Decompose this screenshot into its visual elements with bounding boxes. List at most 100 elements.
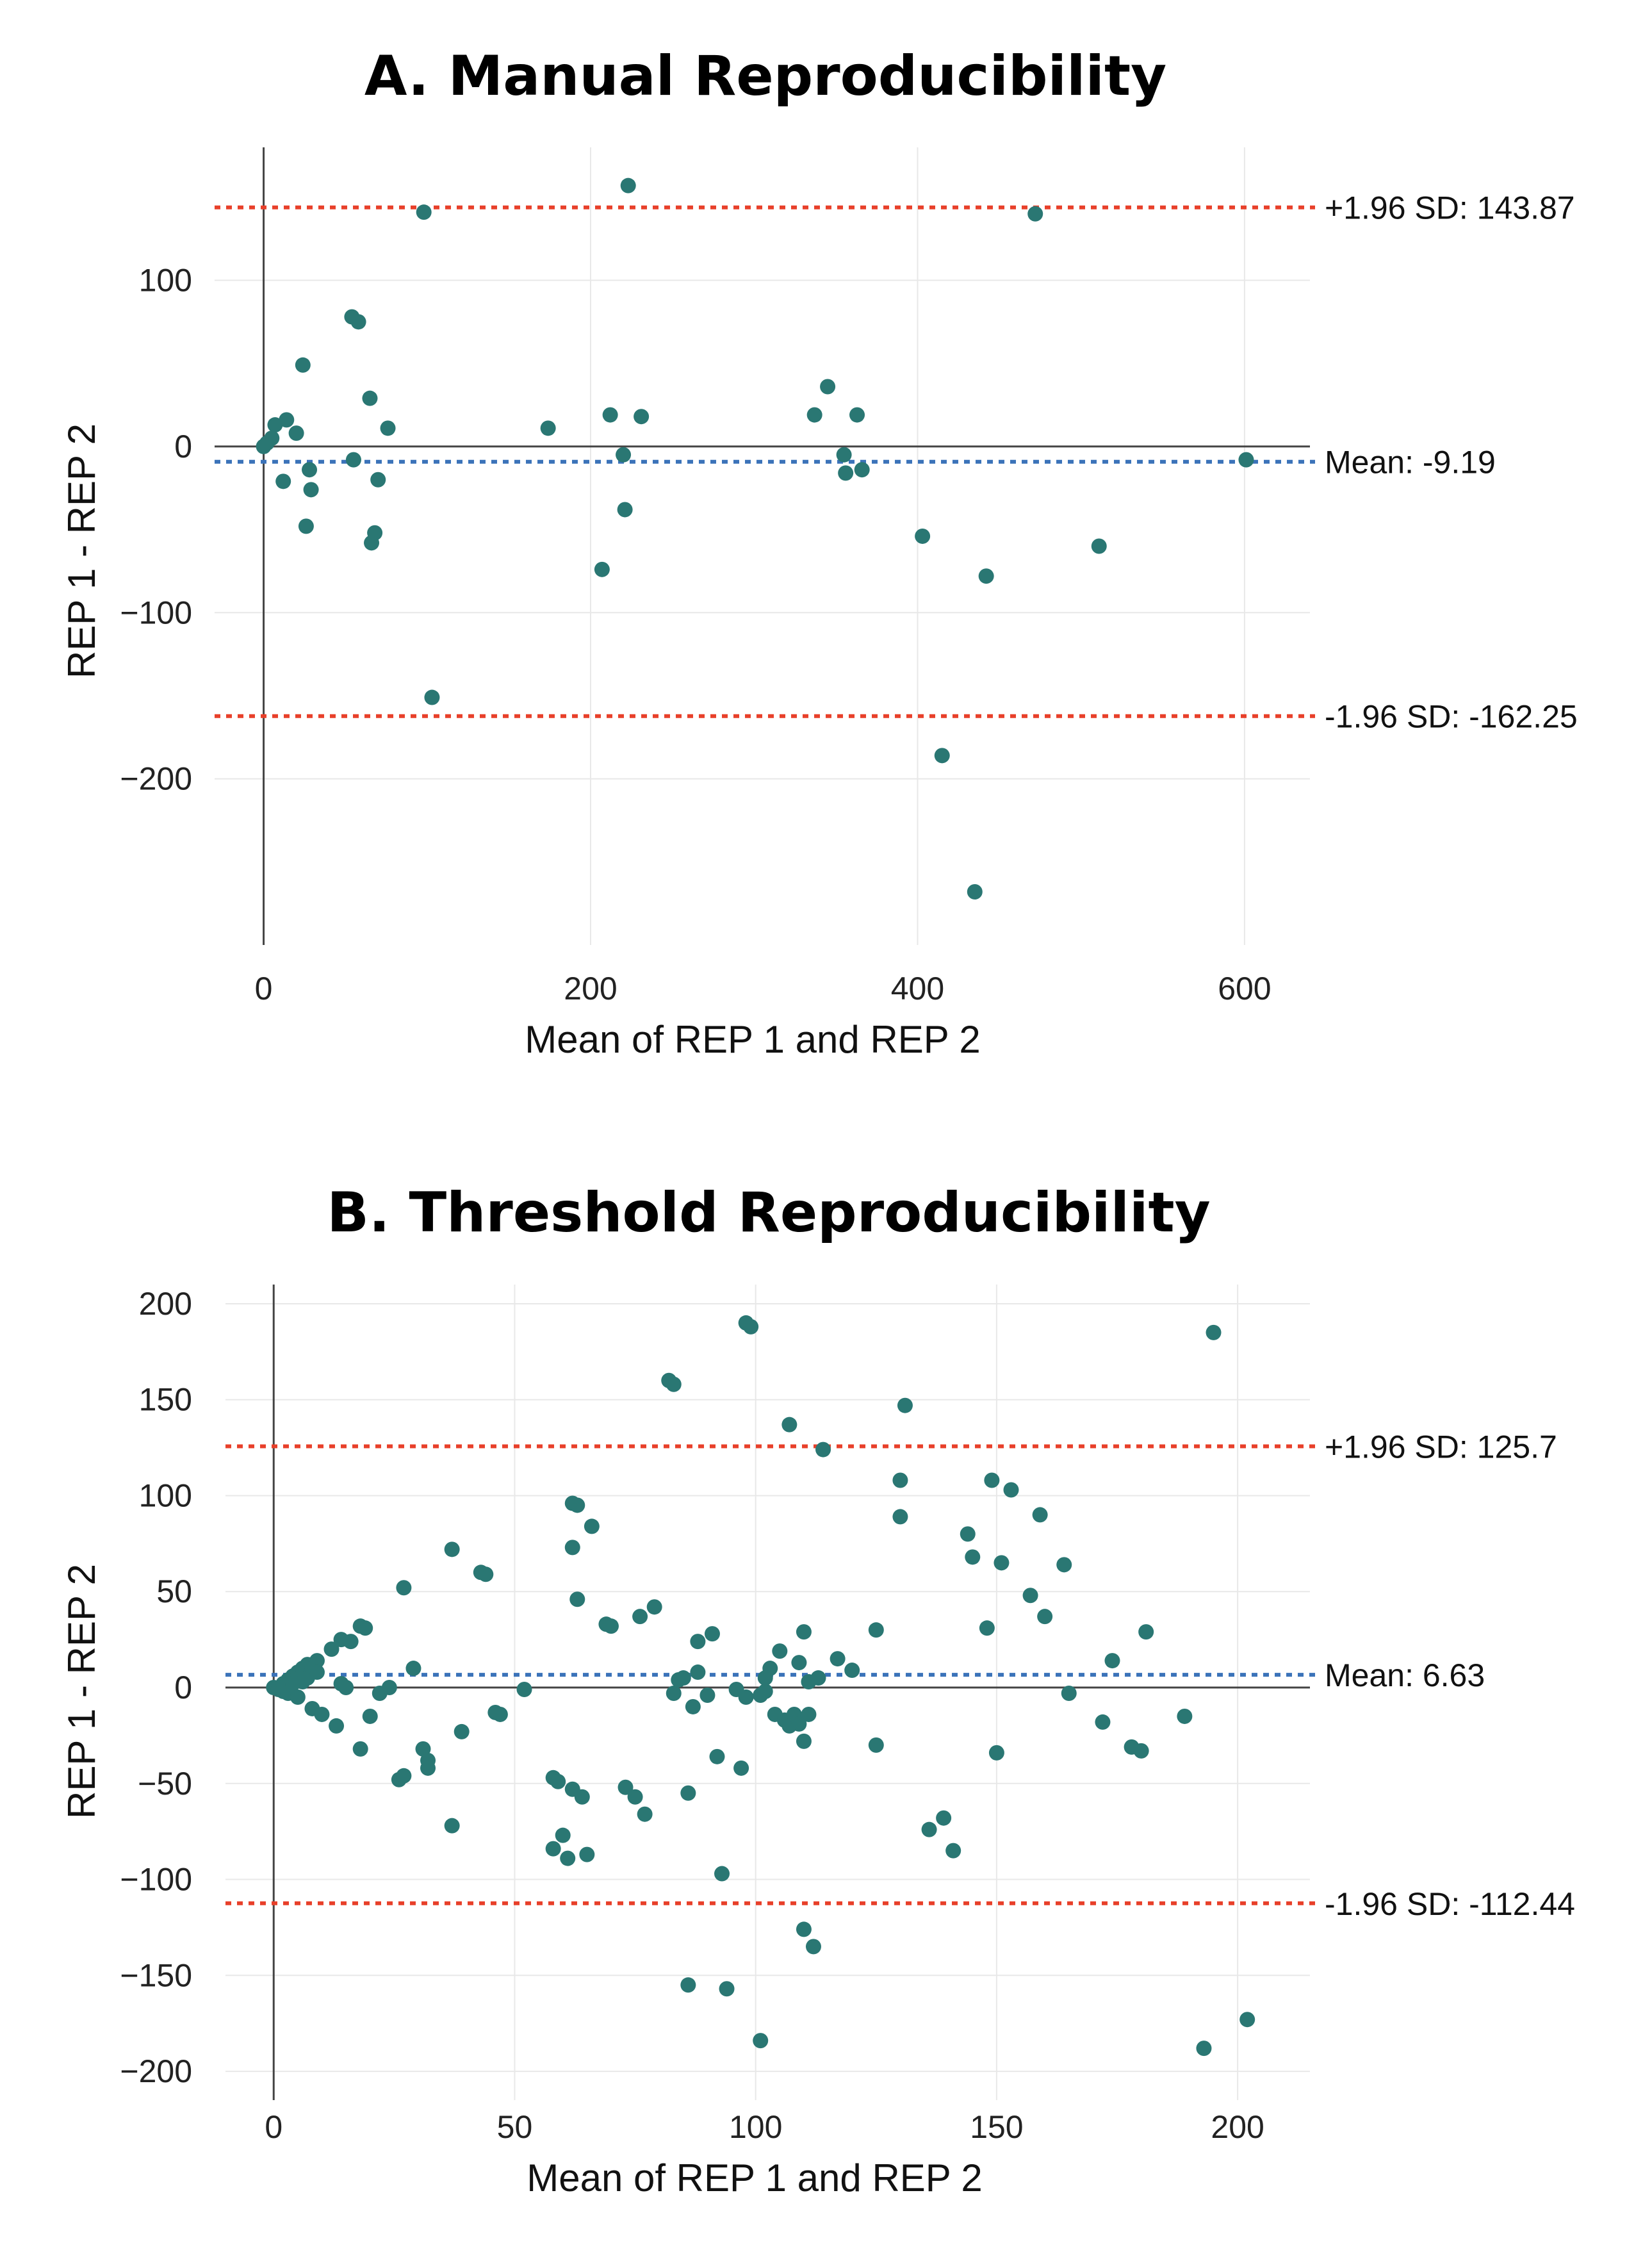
data-point	[762, 1661, 778, 1677]
data-point	[540, 420, 556, 436]
zero-axes	[215, 147, 1310, 945]
data-point	[1003, 1482, 1019, 1498]
data-point	[323, 1641, 339, 1657]
data-point	[478, 1566, 494, 1582]
data-point	[620, 177, 636, 193]
x-tick-label: 0	[265, 2109, 282, 2145]
data-point	[444, 1818, 460, 1834]
data-point	[617, 502, 633, 518]
data-point	[680, 1977, 696, 1993]
tick-labels: −200 −100 0 100 0 200 400 600	[120, 263, 1271, 1007]
data-point	[396, 1768, 412, 1784]
data-point	[791, 1716, 807, 1732]
data-point	[854, 462, 870, 478]
data-point	[868, 1622, 884, 1638]
data-point	[1196, 2041, 1212, 2057]
data-point	[753, 2033, 769, 2049]
data-point	[492, 1706, 508, 1722]
data-point	[757, 1684, 773, 1700]
data-point	[915, 528, 931, 544]
x-tick-label: 100	[729, 2109, 782, 2145]
data-point	[380, 420, 396, 436]
data-point	[1095, 1714, 1111, 1730]
data-point	[979, 1620, 995, 1636]
panel-threshold-reproducibility: B. Threshold Reproducibility −200 −150 −10…	[60, 1181, 1575, 2199]
lower-reference-label: -1.96 SD: -162.25	[1325, 699, 1578, 735]
data-point	[988, 1745, 1004, 1761]
data-point	[714, 1866, 730, 1882]
data-point	[796, 1624, 812, 1640]
y-tick-label: 100	[139, 1477, 192, 1513]
data-point	[1091, 538, 1107, 554]
y-tick-label: −100	[120, 595, 192, 630]
data-point	[936, 1810, 952, 1826]
data-point	[844, 1663, 860, 1679]
data-point	[594, 561, 610, 577]
panel-title: B. Threshold Reproducibility	[327, 1181, 1210, 1245]
data-point	[275, 473, 291, 489]
data-point	[921, 1821, 937, 1837]
data-point	[288, 425, 304, 441]
data-point	[1037, 1609, 1053, 1625]
data-point	[796, 1921, 812, 1937]
gridlines	[215, 147, 1310, 945]
y-tick-label: 200	[139, 1286, 192, 1322]
y-tick-label: −50	[138, 1766, 192, 1802]
data-point	[704, 1626, 720, 1642]
x-tick-label: 600	[1218, 971, 1271, 1006]
data-point	[627, 1789, 643, 1805]
data-point	[362, 1708, 378, 1724]
data-point	[424, 689, 440, 705]
tick-labels: −200 −150 −100 −50 0 50 100 150 200 0 50 100 150 200	[120, 1286, 1264, 2145]
data-point	[338, 1680, 354, 1696]
data-points	[266, 1315, 1255, 2057]
data-point	[290, 1689, 306, 1705]
data-point	[295, 357, 311, 373]
data-point	[617, 1779, 634, 1795]
data-point	[367, 525, 383, 541]
x-tick-label: 50	[497, 2109, 533, 2145]
x-tick-label: 0	[255, 971, 273, 1006]
x-axis-title: Mean of REP 1 and REP 2	[525, 1018, 981, 1061]
data-point	[632, 1609, 648, 1625]
data-point	[690, 1634, 706, 1650]
data-point	[965, 1549, 981, 1565]
data-point	[836, 447, 852, 463]
data-point	[810, 1670, 826, 1686]
data-point	[415, 1741, 431, 1757]
data-point	[666, 1376, 682, 1392]
data-point	[984, 1472, 1000, 1488]
data-point	[781, 1417, 797, 1433]
y-tick-label: 0	[174, 429, 192, 464]
data-point	[1056, 1557, 1072, 1573]
data-point	[945, 1843, 961, 1859]
data-point	[637, 1806, 653, 1822]
y-tick-label: 50	[156, 1573, 192, 1609]
y-tick-label: 0	[174, 1670, 192, 1705]
data-point	[738, 1689, 754, 1705]
y-tick-label: −150	[120, 1957, 192, 1993]
data-point	[352, 1741, 368, 1757]
panel-manual-reproducibility: A. Manual Reproducibility −200 −100 0 100 0 2…	[60, 44, 1578, 1061]
data-points	[256, 177, 1254, 899]
data-point	[967, 884, 983, 899]
data-point	[579, 1846, 595, 1862]
y-tick-label: −200	[120, 761, 192, 797]
data-point	[516, 1682, 532, 1698]
data-point	[574, 1789, 590, 1805]
mean-reference-label: Mean: 6.63	[1325, 1657, 1485, 1693]
data-point	[796, 1733, 812, 1749]
data-point	[646, 1599, 662, 1615]
data-point	[743, 1318, 759, 1335]
data-point	[1032, 1507, 1048, 1523]
y-tick-label: 150	[139, 1382, 192, 1418]
data-point	[666, 1685, 682, 1701]
data-point	[733, 1760, 749, 1776]
data-point	[343, 1634, 359, 1650]
data-point	[699, 1687, 716, 1703]
data-point	[1022, 1588, 1038, 1604]
y-tick-label: −100	[120, 1862, 192, 1898]
data-point	[1206, 1324, 1222, 1340]
data-point	[934, 748, 950, 764]
data-point	[298, 518, 314, 534]
